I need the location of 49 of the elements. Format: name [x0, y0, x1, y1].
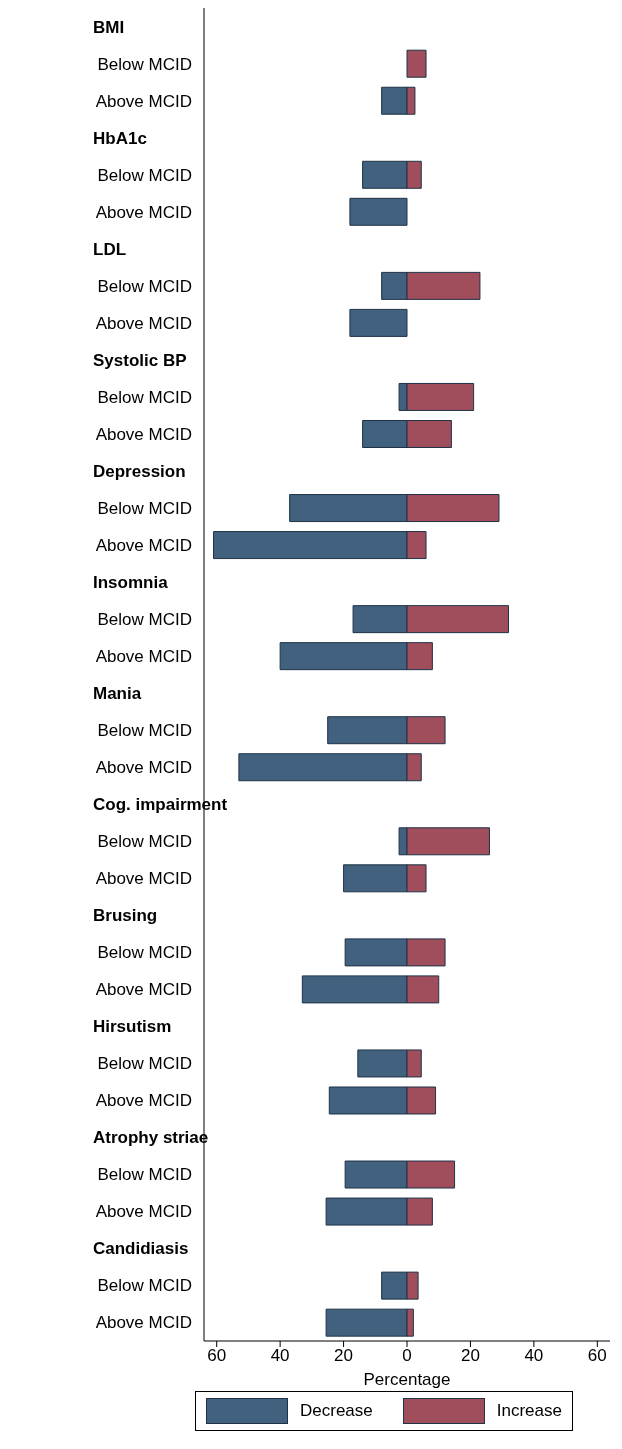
y-tick-label: Below MCID — [97, 1276, 192, 1296]
y-tick-label: Brusing — [93, 906, 158, 926]
y-tick-label: HbA1c — [93, 128, 147, 148]
y-tick-label: Above MCID — [95, 313, 192, 333]
y-tick-label: Above MCID — [95, 1313, 192, 1333]
y-tick-label: Below MCID — [97, 832, 192, 852]
y-tick-label: Below MCID — [97, 1054, 192, 1074]
y-tick-label: Above MCID — [95, 758, 192, 778]
y-tick-label: Depression — [93, 461, 186, 481]
y-tick-label: Below MCID — [97, 943, 192, 963]
x-tick-label: 60 — [207, 1346, 227, 1366]
x-tick-label: 0 — [402, 1346, 412, 1366]
legend-label: Increase — [496, 1401, 562, 1421]
bar — [349, 197, 408, 226]
y-tick-label: Above MCID — [95, 980, 192, 1000]
y-tick-label: Candidiasis — [93, 1239, 189, 1259]
y-tick-label: Above MCID — [95, 869, 192, 889]
y-tick-label: Hirsutism — [93, 1017, 172, 1037]
y-tick-label: Below MCID — [97, 54, 192, 74]
y-tick-label: Above MCID — [95, 1091, 192, 1111]
legend-label: Decrease — [300, 1401, 373, 1421]
y-tick-label: LDL — [93, 239, 127, 259]
y-tick-label: Below MCID — [97, 387, 192, 407]
y-tick-label: Above MCID — [95, 1202, 192, 1222]
y-tick-label: Above MCID — [95, 535, 192, 555]
y-tick-label: Systolic BP — [93, 350, 187, 370]
y-tick-label: Below MCID — [97, 721, 192, 741]
y-tick-label: Insomnia — [93, 572, 169, 592]
x-tick-label: 60 — [587, 1346, 607, 1366]
y-tick-label: Mania — [93, 684, 142, 704]
x-tick-label: 40 — [524, 1346, 544, 1366]
bar — [349, 308, 408, 337]
y-tick-label: Below MCID — [97, 165, 192, 185]
y-tick-label: Above MCID — [95, 91, 192, 111]
y-tick-label: Cog. impairment — [93, 795, 228, 815]
y-tick-label: Atrophy striae — [93, 1128, 209, 1148]
y-tick-label: Below MCID — [97, 609, 192, 629]
x-tick-label: 40 — [270, 1346, 290, 1366]
x-tick-label: 20 — [334, 1346, 354, 1366]
y-tick-label: Below MCID — [97, 498, 192, 518]
y-tick-label: Above MCID — [95, 646, 192, 666]
x-axis-title: Percentage — [363, 1370, 451, 1389]
bar — [406, 49, 427, 78]
y-tick-label: Above MCID — [95, 202, 192, 222]
x-tick-label: 20 — [460, 1346, 480, 1366]
y-tick-label: Above MCID — [95, 424, 192, 444]
y-tick-label: BMI — [93, 17, 125, 37]
y-tick-label: Below MCID — [97, 276, 192, 296]
y-tick-label: Below MCID — [97, 1165, 192, 1185]
